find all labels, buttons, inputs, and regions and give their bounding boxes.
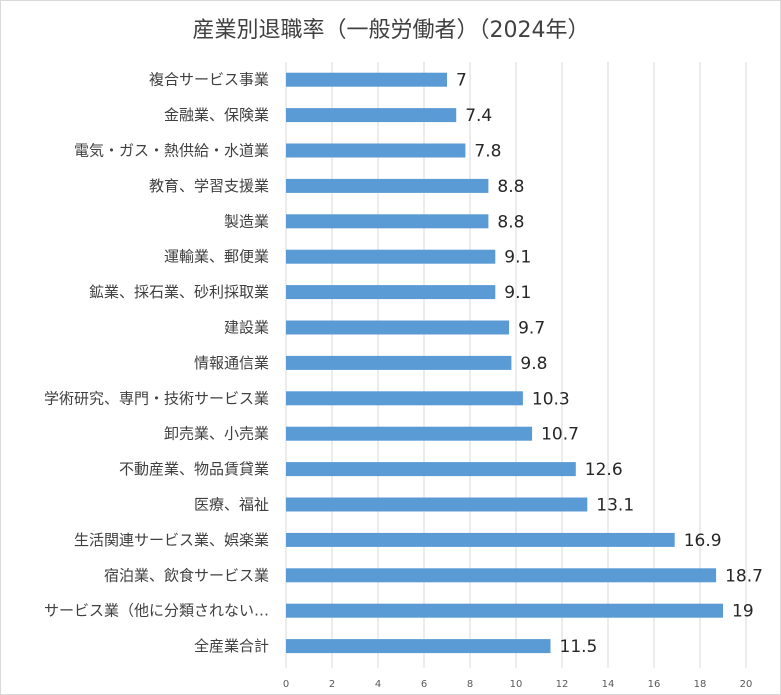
- category-label: 学術研究、専門・技術サービス業: [44, 389, 269, 407]
- x-tick-label: 20: [740, 679, 753, 690]
- value-label: 11.5: [560, 637, 598, 657]
- x-tick-label: 18: [694, 679, 707, 690]
- category-label: 建設業: [224, 319, 269, 337]
- x-tick-label: 14: [602, 679, 615, 690]
- bar: [286, 462, 576, 477]
- category-label: 医療、福祉: [194, 496, 269, 514]
- bar: [286, 320, 510, 335]
- bar: [286, 532, 675, 547]
- chart-title: 産業別退職率（一般労働者）（2024年）: [193, 18, 590, 43]
- bar: [286, 603, 723, 618]
- category-label: 鉱業、採石業、砂利採取業: [89, 283, 269, 301]
- category-label: 電気・ガス・熱供給・水道業: [74, 142, 269, 160]
- bar: [286, 108, 457, 123]
- x-tick-label: 0: [283, 679, 289, 690]
- x-tick-label: 10: [510, 679, 523, 690]
- value-label: 7.8: [474, 142, 501, 162]
- value-label: 10.7: [541, 425, 579, 445]
- bar: [286, 285, 496, 300]
- value-label: 7: [456, 71, 467, 91]
- category-label: サービス業（他に分類されない…: [44, 602, 269, 620]
- bar: [286, 497, 588, 512]
- value-label: 8.8: [497, 212, 524, 232]
- bar: [286, 391, 523, 406]
- bar: [286, 639, 551, 654]
- category-label: 卸売業、小売業: [164, 425, 269, 443]
- category-label: 不動産業、物品賃貸業: [119, 460, 269, 478]
- bar: [286, 72, 447, 87]
- value-label: 16.9: [684, 531, 722, 551]
- category-labels: 複合サービス事業金融業、保険業電気・ガス・熱供給・水道業教育、学習支援業製造業運…: [44, 71, 269, 655]
- x-tick-label: 8: [467, 679, 473, 690]
- value-label: 9.1: [504, 283, 531, 303]
- category-label: 金融業、保険業: [164, 106, 269, 124]
- value-label: 8.8: [497, 177, 524, 197]
- value-label: 9.1: [504, 248, 531, 268]
- value-label: 9.8: [520, 354, 547, 374]
- category-label: 教育、学習支援業: [149, 177, 269, 195]
- x-tick-label: 6: [421, 679, 427, 690]
- bar: [286, 568, 717, 583]
- value-label: 12.6: [585, 460, 623, 480]
- bar: [286, 426, 533, 441]
- category-label: 情報通信業: [194, 354, 269, 372]
- value-labels: 7 7.4 7.8 8.8 8.8 9.1 9.1 9.7 9.8 10.3 10.7 12.6 13.…: [456, 71, 763, 657]
- category-label: 生活関連サービス業、娯楽業: [74, 531, 269, 549]
- value-label: 7.4: [465, 106, 492, 126]
- category-label: 製造業: [224, 212, 269, 230]
- x-tick-label: 4: [375, 679, 381, 690]
- bar: [286, 143, 466, 158]
- value-label: 9.7: [518, 319, 545, 339]
- x-axis-ticks: 0 2 4 6 8 10 12 14 16 18 20: [283, 679, 753, 690]
- category-label: 全産業合計: [194, 637, 269, 655]
- bar: [286, 178, 489, 193]
- x-tick-label: 16: [648, 679, 661, 690]
- value-label: 10.3: [532, 389, 570, 409]
- bars: [286, 72, 723, 654]
- bar: [286, 249, 496, 264]
- category-label: 宿泊業、飲食サービス業: [104, 566, 269, 584]
- value-label: 19: [732, 602, 754, 622]
- x-tick-label: 2: [329, 679, 335, 690]
- x-tick-label: 12: [556, 679, 569, 690]
- category-label: 複合サービス事業: [149, 71, 269, 89]
- value-label: 18.7: [725, 566, 763, 586]
- value-label: 13.1: [596, 496, 634, 516]
- category-label: 運輸業、郵便業: [164, 248, 269, 266]
- bar: [286, 355, 512, 370]
- bar: [286, 214, 489, 229]
